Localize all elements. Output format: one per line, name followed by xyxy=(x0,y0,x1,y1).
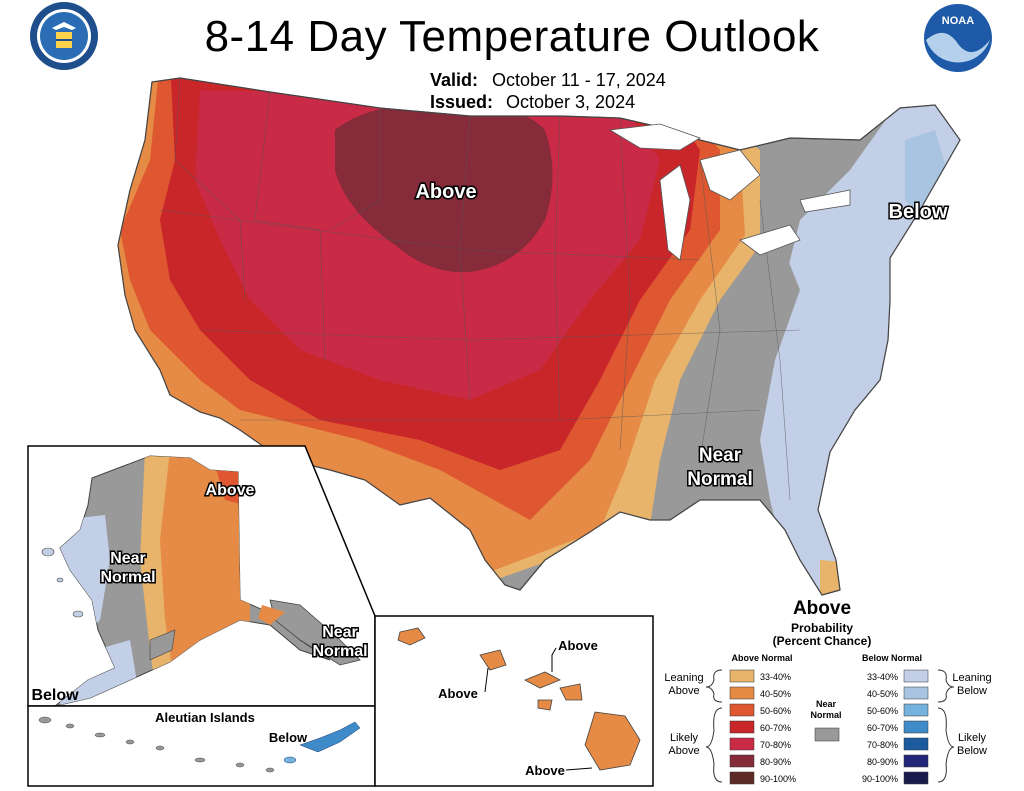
legend-likely-below-2: Below xyxy=(957,745,987,757)
legend-below-range-2: 50-60% xyxy=(867,706,898,716)
hawaii-inset: Above Above Above xyxy=(374,615,654,787)
legend-below-range-0: 33-40% xyxy=(867,672,898,682)
alaska-above-label: Above xyxy=(206,482,255,499)
legend-near-label-1: Near xyxy=(816,699,837,709)
legend-below-bins: 33-40% 40-50% 50-60% 60-70% 70-80% 80-90% 90-1… xyxy=(862,669,929,785)
legend-leaning-below-1: Leaning xyxy=(952,672,991,684)
legend-below-range-5: 80-90% xyxy=(867,757,898,767)
legend-near-label-2: Normal xyxy=(810,710,841,720)
hawaii-above-label-1: Above xyxy=(558,638,598,653)
legend-above-swatch-1 xyxy=(729,686,755,700)
legend-below-swatch-1 xyxy=(903,686,929,700)
legend-below-swatch-6 xyxy=(903,771,929,785)
legend-above-range-4: 70-80% xyxy=(760,740,791,750)
valid-period: Valid: October 11 - 17, 2024 xyxy=(430,70,666,91)
legend-above-range-2: 50-60% xyxy=(760,706,791,716)
valid-dates: October 11 - 17, 2024 xyxy=(492,70,666,90)
doc-seal-icon xyxy=(30,2,98,70)
legend-title-1: Probability xyxy=(791,621,853,635)
legend-title-2: (Percent Chance) xyxy=(773,634,872,648)
legend-above-range-3: 60-70% xyxy=(760,723,791,733)
legend-below-swatch-4 xyxy=(903,737,929,751)
issued-date: Issued: October 3, 2024 xyxy=(430,92,635,113)
conus-labels: Above Below Near Normal Above xyxy=(414,180,949,620)
legend-below-swatch-5 xyxy=(903,754,929,768)
alaska-se-near-label-2: Normal xyxy=(312,643,367,660)
conus-near-normal-label-1: Near xyxy=(699,445,742,466)
legend-above-range-6: 90-100% xyxy=(760,774,796,784)
legend-above-swatch-4 xyxy=(729,737,755,751)
alaska-near-normal-label-2: Normal xyxy=(100,569,155,586)
issued-value: October 3, 2024 xyxy=(506,92,636,112)
legend-above-bins: 33-40% 40-50% 50-60% 60-70% 70-80% 80-90% 90-1… xyxy=(729,669,796,785)
legend-above-swatch-2 xyxy=(729,703,755,717)
conus-below-label: Below xyxy=(889,201,948,223)
map-title: 8-14 Day Temperature Outlook xyxy=(204,12,820,61)
legend-below-range-4: 70-80% xyxy=(867,740,898,750)
legend-near-swatch xyxy=(814,727,840,742)
conus-above-label: Above xyxy=(415,181,476,203)
legend-leaning-above-2: Above xyxy=(668,685,699,697)
legend-above-range-1: 40-50% xyxy=(760,689,791,699)
legend-below-swatch-3 xyxy=(903,720,929,734)
legend-leaning-below-2: Below xyxy=(957,685,987,697)
legend-above-range-0: 33-40% xyxy=(760,672,791,682)
legend-below-swatch-2 xyxy=(903,703,929,717)
legend-below-swatch-0 xyxy=(903,669,929,683)
noaa-logo-icon: NOAA xyxy=(924,4,992,72)
legend-below-range-6: 90-100% xyxy=(862,774,898,784)
legend-likely-above-1: Likely xyxy=(670,732,699,744)
legend-above-swatch-3 xyxy=(729,720,755,734)
legend-below-range-3: 60-70% xyxy=(867,723,898,733)
svg-text:NOAA: NOAA xyxy=(942,15,974,27)
conus-map xyxy=(117,77,961,596)
alaska-near-normal-label-1: Near xyxy=(110,550,146,567)
valid-label: Valid: xyxy=(430,70,479,90)
legend-above-swatch-6 xyxy=(729,771,755,785)
legend-leaning-above-1: Leaning xyxy=(664,672,703,684)
legend-above-header: Above Normal xyxy=(731,653,792,663)
aleutian-title: Aleutian Islands xyxy=(155,710,255,725)
legend-below-header: Below Normal xyxy=(862,653,922,663)
legend-above-swatch-5 xyxy=(729,754,755,768)
conus-near-normal-label-2: Normal xyxy=(687,469,752,490)
alaska-se-near-label-1: Near xyxy=(322,624,358,641)
alaska-below-label: Below xyxy=(31,687,79,704)
aleutian-below-label: Below xyxy=(269,730,308,745)
alaska-inset: Above Near Normal Near Normal Below xyxy=(27,445,376,707)
aleutian-inset: Aleutian Islands Below xyxy=(27,705,376,787)
legend-likely-below-1: Likely xyxy=(958,732,987,744)
legend-below-range-1: 40-50% xyxy=(867,689,898,699)
hawaii-above-label-3: Above xyxy=(525,763,565,778)
great-lakes xyxy=(608,123,851,261)
issued-label: Issued: xyxy=(430,92,494,112)
legend-likely-above-2: Above xyxy=(668,745,699,757)
legend-above-swatch-0 xyxy=(729,669,755,683)
legend-above-range-5: 80-90% xyxy=(760,757,791,767)
legend: Probability (Percent Chance) Above Norma… xyxy=(664,621,992,785)
hawaii-above-label-2: Above xyxy=(438,686,478,701)
florida-above-label: Above xyxy=(793,598,851,619)
